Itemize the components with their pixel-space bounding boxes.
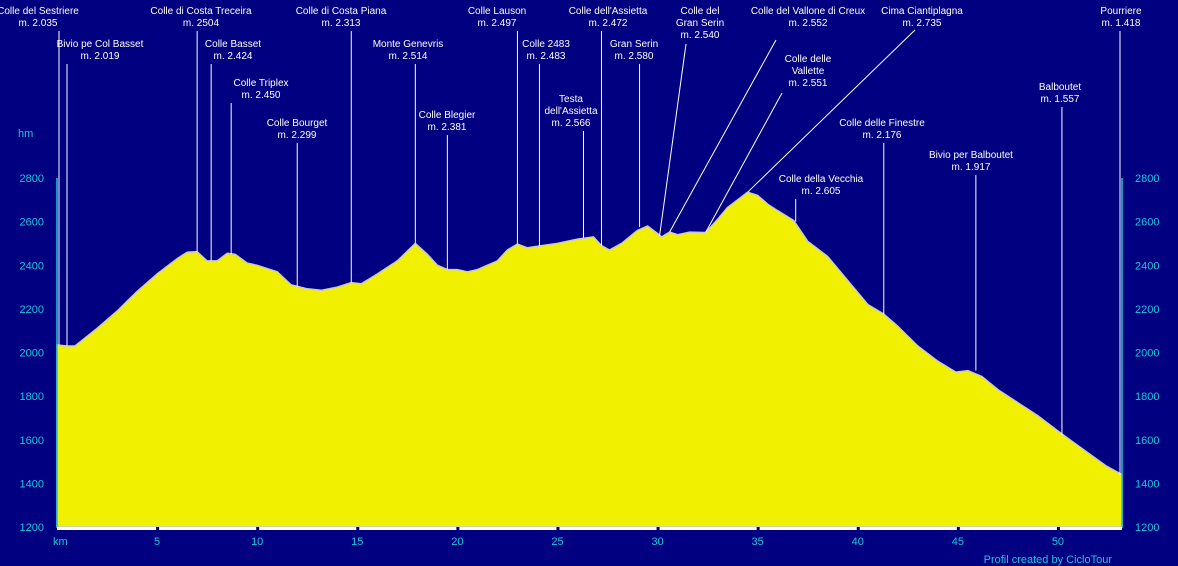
marker-elevation-label: m. 2.483 bbox=[527, 51, 566, 62]
marker-line bbox=[747, 29, 916, 193]
y-tick-label-left: 2400 bbox=[20, 260, 44, 272]
x-tick-mark bbox=[156, 527, 160, 530]
marker-name-label: Testa bbox=[559, 94, 583, 105]
marker-elevation-label: m. 2.299 bbox=[278, 130, 317, 141]
marker-elevation-label: m. 2504 bbox=[183, 18, 220, 29]
x-tick-mark bbox=[856, 527, 860, 530]
y-tick-label-right: 1600 bbox=[1135, 435, 1159, 447]
y-tick-label-left: 1800 bbox=[20, 391, 44, 403]
y-tick-label-left: 1200 bbox=[20, 522, 44, 534]
marker-elevation-label: m. 2.313 bbox=[322, 18, 361, 29]
marker-name-label: Colle di Costa Treceira bbox=[150, 6, 252, 17]
marker-elevation-label: m. 2.424 bbox=[214, 51, 253, 62]
marker-elevation-label: m. 2.450 bbox=[242, 90, 281, 101]
marker-name-label: Bivio per Balboutet bbox=[929, 150, 1013, 161]
x-tick-label: 40 bbox=[852, 536, 864, 548]
marker-name-label: Colle Basset bbox=[205, 39, 261, 50]
x-tick-label: 10 bbox=[251, 536, 263, 548]
marker-elevation-label: m. 2.497 bbox=[478, 18, 517, 29]
plot-area: 1200 1200 1400 1400 1600 1600 1800 1800 2000 2000… bbox=[0, 6, 1159, 548]
marker-elevation-label: m. 1.418 bbox=[1102, 18, 1141, 29]
marker-line bbox=[669, 39, 777, 233]
x-tick-mark bbox=[456, 527, 460, 530]
marker-name-label: Colle Bourget bbox=[267, 118, 328, 129]
x-tick-label: 25 bbox=[551, 536, 563, 548]
x-tick-mark bbox=[756, 527, 760, 530]
marker-elevation-label: m. 2.019 bbox=[81, 51, 120, 62]
marker-elevation-label: m. 2.514 bbox=[389, 51, 428, 62]
marker-name-label: Colle del Sestriere bbox=[0, 6, 79, 17]
x-axis-unit-label: km bbox=[53, 536, 68, 548]
x-tick-mark bbox=[956, 527, 960, 530]
y-tick-label-left: 2000 bbox=[20, 348, 44, 360]
marker-elevation-label: m. 1.917 bbox=[952, 162, 991, 173]
marker-elevation-label: m. 2.551 bbox=[789, 78, 828, 89]
marker-elevation-label: m. 2.540 bbox=[681, 30, 720, 41]
marker-name-label: Cima Ciantiplagna bbox=[881, 6, 963, 17]
x-tick-label: 5 bbox=[154, 536, 160, 548]
x-tick-label: 15 bbox=[351, 536, 363, 548]
x-tick-mark bbox=[656, 527, 660, 530]
x-tick-mark bbox=[1056, 527, 1060, 530]
marker-elevation-label: m. 2.552 bbox=[789, 18, 828, 29]
y-tick-label-right: 1400 bbox=[1135, 478, 1159, 490]
marker-name-label: Gran Serin bbox=[676, 18, 724, 29]
marker-name-label: Colle della Vecchia bbox=[779, 174, 864, 185]
x-tick-label: 50 bbox=[1052, 536, 1064, 548]
y-tick-label-right: 2800 bbox=[1135, 173, 1159, 185]
marker-elevation-label: m. 1.557 bbox=[1041, 94, 1080, 105]
x-tick-mark bbox=[556, 527, 560, 530]
marker-line bbox=[659, 43, 687, 236]
marker-elevation-label: m. 2.605 bbox=[802, 186, 841, 197]
y-tick-label-left: 2200 bbox=[20, 304, 44, 316]
y-tick-label-right: 2600 bbox=[1135, 217, 1159, 229]
x-axis-bar bbox=[57, 527, 1122, 530]
y-tick-label-right: 2000 bbox=[1135, 348, 1159, 360]
x-tick-label: 45 bbox=[952, 536, 964, 548]
x-tick-mark bbox=[256, 527, 260, 530]
marker-name-label: Gran Serin bbox=[610, 39, 658, 50]
x-tick-label: 20 bbox=[451, 536, 463, 548]
marker-elevation-label: m. 2.580 bbox=[615, 51, 654, 62]
x-tick-mark bbox=[356, 527, 360, 530]
y-tick-label-left: 1600 bbox=[20, 435, 44, 447]
x-tick-label: 35 bbox=[752, 536, 764, 548]
y-tick-label-right: 2400 bbox=[1135, 260, 1159, 272]
marker-name-label: Colle delle Finestre bbox=[839, 118, 925, 129]
marker-elevation-label: m. 2.472 bbox=[589, 18, 628, 29]
marker-elevation-label: m. 2.176 bbox=[863, 130, 902, 141]
marker-name-label: Colle di Costa Piana bbox=[296, 6, 387, 17]
marker-name-label: Colle 2483 bbox=[522, 39, 570, 50]
marker-line bbox=[705, 92, 783, 233]
marker-elevation-label: m. 2.035 bbox=[19, 18, 58, 29]
y-tick-label-right: 2200 bbox=[1135, 304, 1159, 316]
marker-name-label: Colle Lauson bbox=[468, 6, 526, 17]
marker-name-label: Colle del bbox=[681, 6, 720, 17]
marker-elevation-label: m. 2.381 bbox=[428, 122, 467, 133]
marker-name-label: Monte Genevris bbox=[373, 39, 444, 50]
marker-name-label: Bivio pe Col Basset bbox=[57, 39, 144, 50]
marker-name-label: Colle dell'Assietta bbox=[569, 6, 648, 17]
elevation-area bbox=[56, 191, 1123, 528]
y-tick-label-right: 1200 bbox=[1135, 522, 1159, 534]
x-tick-label: 30 bbox=[651, 536, 663, 548]
marker-name-label: Balboutet bbox=[1039, 82, 1081, 93]
marker-name-label: Colle Triplex bbox=[233, 78, 288, 89]
marker-name-label: Vallette bbox=[792, 66, 825, 77]
y-axis-unit-label: hm bbox=[18, 128, 33, 140]
marker-name-label: Colle Blegier bbox=[419, 110, 476, 121]
marker-elevation-label: m. 2.566 bbox=[552, 118, 591, 129]
marker-name-label: Colle delle bbox=[785, 54, 832, 65]
y-tick-label-right: 1800 bbox=[1135, 391, 1159, 403]
y-tick-label-left: 2600 bbox=[20, 217, 44, 229]
y-tick-label-left: 2800 bbox=[20, 173, 44, 185]
credit-label: Profil created by CicloTour bbox=[984, 554, 1113, 566]
marker-name-label: dell'Assietta bbox=[544, 106, 597, 117]
marker-name-label: Pourriere bbox=[1100, 6, 1142, 17]
marker-name-label: Colle del Vallone di Creux bbox=[751, 6, 865, 17]
marker-elevation-label: m. 2.735 bbox=[903, 18, 942, 29]
y-tick-label-left: 1400 bbox=[20, 478, 44, 490]
